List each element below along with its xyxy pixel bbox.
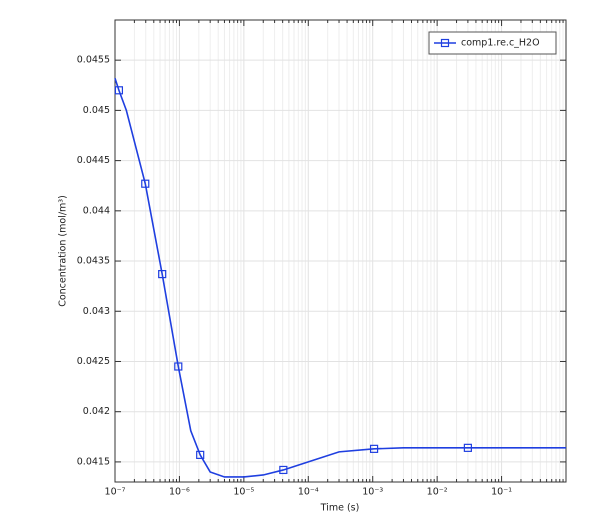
data-line: [114, 78, 566, 478]
data-marker: [114, 86, 124, 95]
legend-marker: [440, 38, 450, 48]
data-marker: [279, 465, 288, 475]
data-marker: [196, 450, 205, 459]
y-tick-label: 0.045: [83, 105, 110, 116]
x-axis-label: Time (s): [320, 503, 360, 514]
data-marker: [369, 444, 379, 453]
data-marker: [158, 270, 167, 279]
x-tick-label: 10⁻²: [427, 487, 448, 498]
y-tick-label: 0.044: [83, 205, 110, 216]
x-tick-label: 10⁻¹: [491, 487, 512, 498]
data-marker: [141, 179, 150, 188]
x-tick-label: 10⁻⁷: [105, 487, 126, 498]
y-tick-label: 0.0445: [77, 155, 110, 166]
x-tick-label: 10⁻³: [362, 487, 383, 498]
y-tick-label: 0.0425: [77, 356, 110, 367]
y-tick-label: 0.0455: [77, 55, 110, 66]
y-tick-label: 0.042: [83, 406, 110, 417]
x-tick-label: 10⁻⁵: [233, 487, 254, 498]
plot-frame: [114, 19, 567, 483]
legend-label: comp1.re.c_H2O: [461, 38, 540, 49]
data-marker: [174, 362, 183, 371]
y-tick-label: 0.0415: [77, 456, 110, 467]
y-tick-label: 0.0435: [77, 256, 110, 267]
legend-box: [428, 31, 557, 55]
y-tick-label: 0.043: [83, 306, 110, 317]
x-tick-label: 10⁻⁶: [169, 487, 190, 498]
data-marker: [463, 443, 472, 452]
y-axis-label: Concentration (mol/m³): [58, 195, 69, 307]
x-tick-label: 10⁻⁴: [298, 487, 319, 498]
